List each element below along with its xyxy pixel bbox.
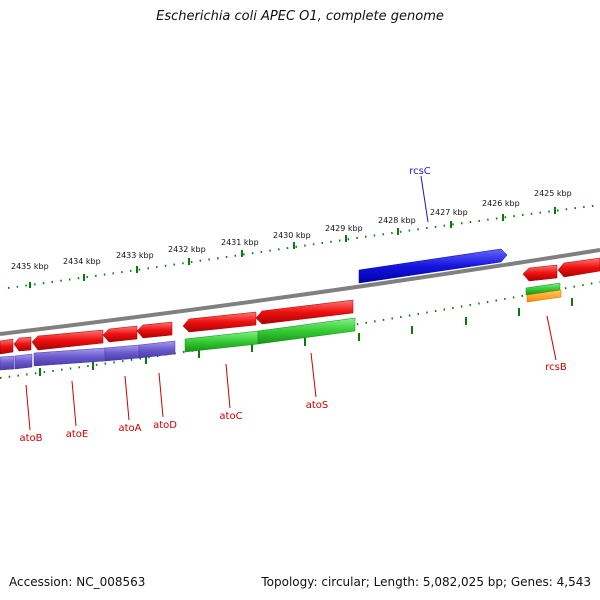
purple-genes [0,340,176,371]
green-genes [184,282,561,353]
gene-bar-rcsB-orange [526,289,562,303]
ruler-label-2425: 2425 kbp [534,189,572,198]
genome-backbone [0,248,600,336]
gene-label-atoD: atoD [153,420,177,431]
gene-label-atoB: atoB [19,433,42,444]
label-leaders [25,175,557,431]
genome-summary-text: Topology: circular; Length: 5,082,025 bp… [261,575,591,589]
gene-bar-purple-4 [104,344,140,362]
gene-arrow-red-7 [255,299,354,325]
ruler-label-2430: 2430 kbp [273,231,311,240]
accession-text: Accession: NC_008563 [9,575,146,589]
reverse-genes [0,257,600,355]
gene-bar-purple-2 [14,353,33,370]
ruler-label-2435: 2435 kbp [11,262,49,271]
gene-arrow-red-1 [0,338,14,355]
gene-bar-purple-3 [33,347,106,367]
gene-arrow-red-2 [13,336,32,352]
upper-ruler-major-ticks [29,207,556,288]
gene-arrow-rcsC [358,248,508,284]
gene-label-atoS: atoS [306,400,329,411]
ruler-label-2433: 2433 kbp [116,251,154,260]
gene-bar-atoC [184,330,259,353]
gene-bar-atoS [257,317,356,345]
upper-ruler-ticks [7,204,600,289]
ruler-label-2431: 2431 kbp [221,238,259,247]
gene-label-atoA: atoA [118,423,141,434]
lower-ruler-major-ticks [39,298,573,376]
ruler-label-2426: 2426 kbp [482,199,520,208]
ruler-label-2427: 2427 kbp [430,208,468,217]
gene-label-rcsB: rcsB [545,362,567,373]
gene-arrow-red-4 [102,325,138,343]
gene-arrow-red-6 [182,311,257,333]
gene-arrow-red-3 [31,329,104,351]
ruler-label-2434: 2434 kbp [63,257,101,266]
gene-label-atoE: atoE [66,429,89,440]
gene-bar-purple-5 [138,340,176,359]
ruler-label-2428: 2428 kbp [378,216,416,225]
gene-arrow-red-5 [136,321,173,339]
gene-arrow-red-9 [557,257,600,278]
gene-label-rcsC: rcsC [409,166,431,177]
gene-bar-purple-1 [0,355,15,371]
map-title: Escherichia coli APEC O1, complete genom… [156,9,444,24]
ruler-label-2429: 2429 kbp [325,224,363,233]
ruler-label-2432: 2432 kbp [168,245,206,254]
gene-label-atoC: atoC [219,411,242,422]
gene-arrow-red-8 [522,264,558,282]
